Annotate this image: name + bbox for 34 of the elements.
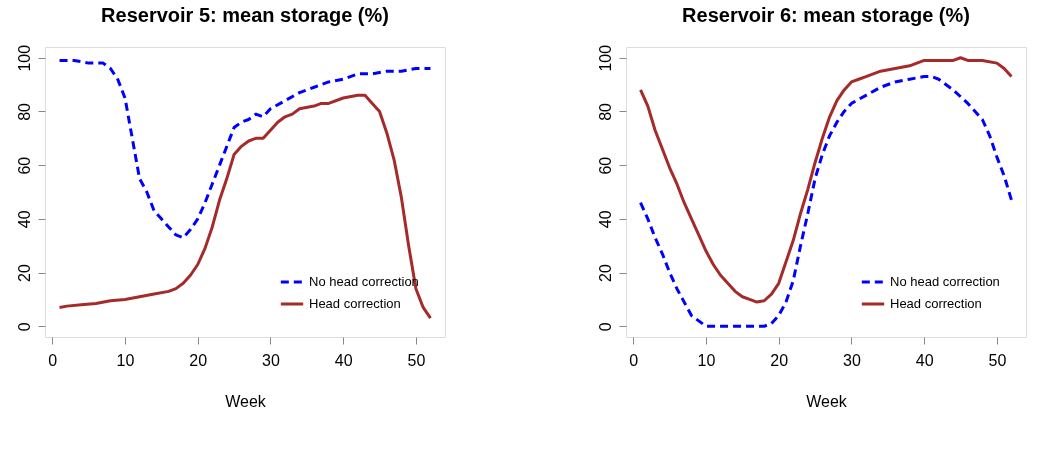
chart-title: Reservoir 6: mean storage (%) <box>682 4 970 27</box>
x-tick-label: 30 <box>262 351 280 369</box>
line-series <box>639 75 1013 328</box>
x-tick-label: 40 <box>334 351 353 369</box>
y-tick-label: 80 <box>15 102 33 121</box>
y-tick-label: 40 <box>15 210 33 229</box>
line-series <box>58 93 432 320</box>
x-tick-label: 30 <box>843 351 861 369</box>
y-tick-label: 20 <box>596 264 614 282</box>
legend-label: No head correction <box>890 274 1000 289</box>
legend-label: Head correction <box>309 296 401 311</box>
x-tick-label: 0 <box>629 351 639 369</box>
y-tick-label: 0 <box>15 322 33 332</box>
x-tick-label: 40 <box>915 351 934 369</box>
y-tick-label: 20 <box>15 264 33 282</box>
legend-label: Head correction <box>890 296 982 311</box>
x-tick-label: 10 <box>116 351 135 369</box>
y-tick-label: 60 <box>596 156 614 175</box>
x-tick-label: 0 <box>48 351 58 369</box>
x-axis-title: Week <box>806 392 848 410</box>
y-tick-label: 100 <box>596 44 614 72</box>
x-tick-label: 20 <box>770 351 789 369</box>
x-axis-title: Week <box>225 392 267 410</box>
y-tick-label: 0 <box>596 322 614 332</box>
y-tick-label: 40 <box>596 210 614 229</box>
chart-title: Reservoir 5: mean storage (%) <box>101 4 389 27</box>
x-tick-label: 50 <box>407 351 426 369</box>
y-tick-label: 100 <box>15 44 33 72</box>
x-tick-label: 50 <box>988 351 1007 369</box>
line-series <box>58 58 432 240</box>
x-tick-label: 20 <box>189 351 208 369</box>
y-tick-label: 60 <box>15 156 33 175</box>
y-tick-label: 80 <box>596 102 614 121</box>
x-tick-label: 10 <box>697 351 716 369</box>
